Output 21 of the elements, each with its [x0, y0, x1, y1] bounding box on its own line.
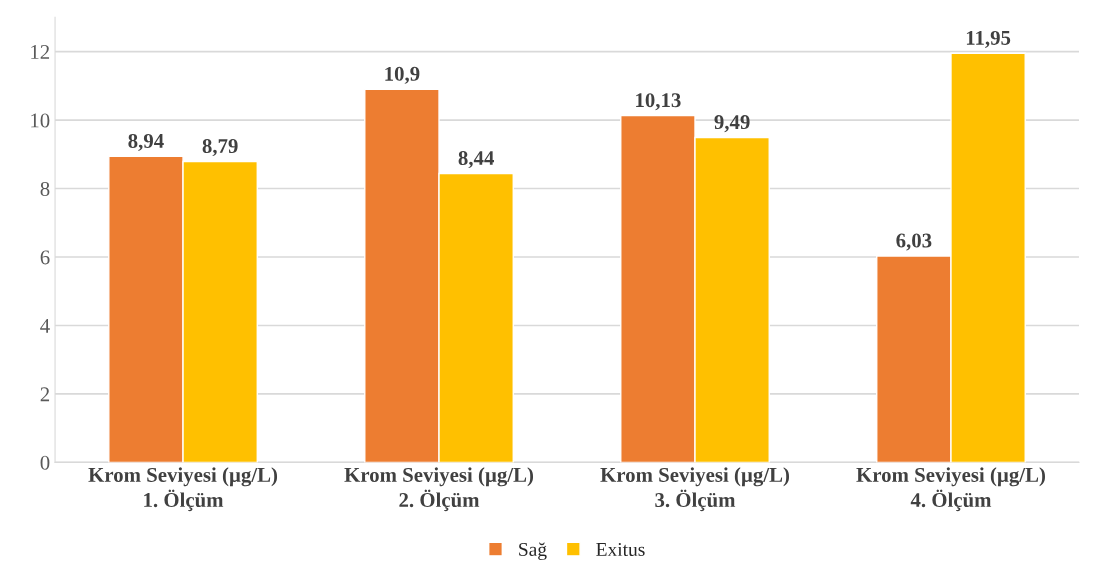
data-label: 11,95	[966, 30, 1011, 48]
y-tick-label: 4	[40, 318, 50, 333]
data-label: 8,79	[202, 139, 238, 157]
legend-label: Exitus	[596, 542, 645, 557]
y-tick-label: 6	[40, 250, 50, 265]
data-label: 6,03	[896, 233, 932, 251]
y-tick-label: 10	[31, 113, 50, 128]
data-label: 10,9	[385, 66, 420, 84]
data-label: 9,49	[714, 115, 750, 133]
y-tick-label: 0	[40, 455, 50, 470]
x-tick-label: Krom Seviyesi (µg/L) 4. Ölçüm	[856, 467, 1045, 512]
x-tick-label: Krom Seviyesi (µg/L) 1. Ölçüm	[88, 467, 278, 512]
data-label: 8,44	[458, 151, 494, 169]
data-label: 10,13	[636, 93, 681, 111]
y-tick-label: 2	[40, 387, 50, 402]
x-tick-label: Krom Seviyesi (µg/L) 3. Ölçüm	[600, 467, 790, 512]
data-label: 8,94	[128, 133, 164, 151]
y-tick-label: 8	[40, 181, 50, 196]
y-tick-label: 12	[31, 45, 50, 59]
legend-label: Sağ	[519, 542, 547, 561]
x-tick-label: Krom Seviyesi (µg/L) 2. Ölçüm	[344, 467, 534, 512]
